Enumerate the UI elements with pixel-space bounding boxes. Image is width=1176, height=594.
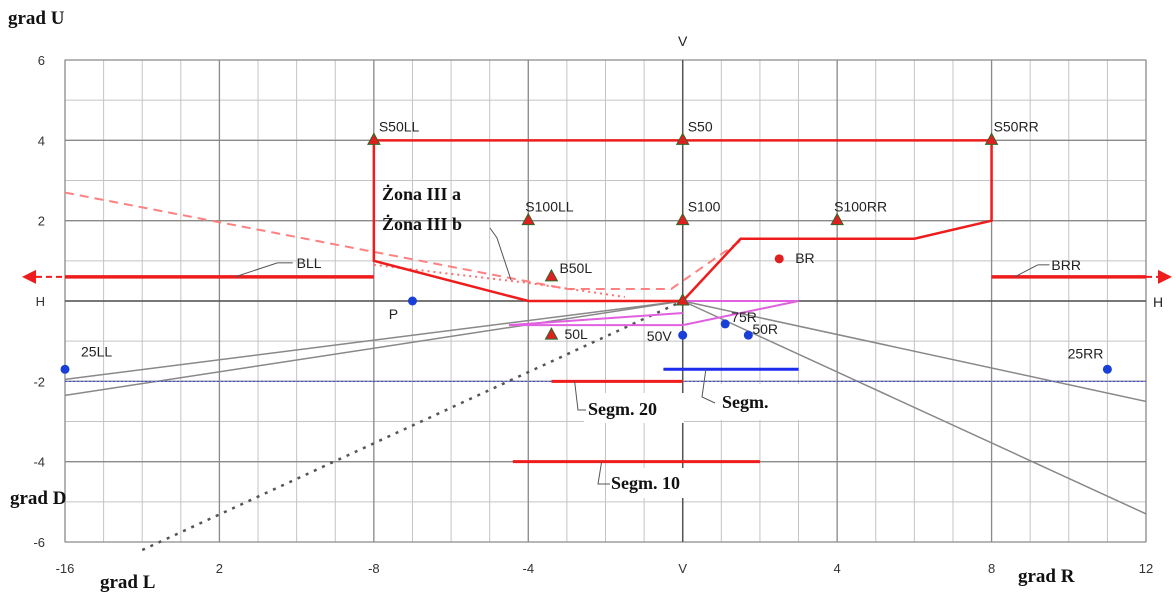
dot-label: 25LL — [81, 343, 112, 359]
x-tick-label: 8 — [988, 561, 995, 576]
triangle-label: B50L — [559, 260, 592, 276]
corner-label-grad-d: grad D — [10, 488, 66, 509]
dot-label: BR — [795, 250, 814, 266]
blue-dot-marker — [720, 319, 730, 329]
corner-label-grad-u: grad U — [8, 8, 65, 29]
blue-dot-marker — [407, 296, 417, 306]
dot-label: 50V — [647, 328, 673, 344]
zone-3b-dashed — [64, 191, 742, 290]
y-tick-label: H — [36, 294, 45, 309]
triangle-marker — [984, 132, 999, 145]
segm-label: Segm. — [722, 392, 769, 412]
corner-label-grad-l: grad L — [100, 572, 155, 593]
brr-label: BRR — [1051, 257, 1081, 273]
blue-dot-marker — [60, 364, 70, 374]
triangle-marker — [830, 212, 844, 226]
triangle-marker — [675, 212, 690, 226]
gray-cutoff-line — [682, 300, 1147, 515]
blue-dot-marker — [678, 330, 688, 340]
x-tick-label: -4 — [523, 561, 535, 576]
right-h-label: H — [1153, 294, 1163, 310]
marks — [60, 132, 1112, 374]
triangle-label: 50L — [564, 326, 588, 342]
dot-label: 50R — [752, 321, 778, 337]
gray-cutoff-line — [682, 300, 1147, 403]
triangle-marker — [367, 132, 381, 145]
x-tick-label: -8 — [368, 561, 380, 576]
gray-cutoff-line — [64, 300, 683, 381]
magenta-line — [508, 312, 683, 327]
magenta-line — [682, 300, 799, 327]
bll-leader — [234, 262, 278, 278]
y-tick-label: -4 — [33, 455, 45, 470]
triangle-marker — [675, 292, 690, 306]
series — [22, 139, 1172, 552]
x-tick-label: 12 — [1139, 561, 1153, 576]
dotted-cutoff-line — [141, 299, 684, 552]
segm20-label-box — [584, 393, 684, 423]
zone-3a-boundary — [372, 139, 993, 303]
red-dot-marker — [774, 254, 784, 264]
corner-mask-right — [1008, 556, 1108, 588]
zone-3b-leader — [489, 227, 512, 281]
triangle-label: S100LL — [525, 199, 573, 215]
triangle-marker — [521, 212, 536, 226]
segm10-label: Segm. 10 — [611, 473, 680, 493]
dot-label: P — [389, 306, 398, 322]
brr-arrow-head — [1158, 269, 1172, 284]
segm-label-box — [712, 384, 834, 420]
zone-3a-label: Żona III a — [382, 184, 461, 204]
blue-dot-marker — [743, 330, 753, 340]
triangle-label: S50RR — [994, 118, 1039, 134]
bll-label: BLL — [297, 255, 322, 271]
x-tick-label: 2 — [216, 561, 223, 576]
triangle-label: S100RR — [834, 199, 887, 215]
triangle-label: S50 — [688, 118, 713, 134]
brr-leader — [1014, 264, 1039, 278]
dot-label: 25RR — [1068, 345, 1104, 361]
blue-dot-marker — [1102, 364, 1112, 374]
dot-label: 75R — [731, 309, 757, 325]
x-tick-label: -16 — [56, 561, 75, 576]
triangle-marker — [544, 327, 559, 340]
gray-cutoff-line — [64, 300, 683, 397]
segm20-leader — [574, 381, 586, 411]
zone-3b-label: Żona III b — [382, 214, 462, 234]
y-tick-label: 6 — [38, 53, 45, 68]
y-tick-label: -6 — [33, 535, 45, 550]
triangle-label: S100 — [688, 199, 721, 215]
segm10-label-box — [606, 468, 706, 498]
corner-label-grad-r: grad R — [1018, 566, 1075, 587]
segm-leader — [701, 369, 716, 404]
y-tick-label: 4 — [38, 133, 45, 148]
triangle-marker — [544, 268, 559, 282]
y-tick-label: -2 — [33, 374, 45, 389]
triangle-label: S50LL — [379, 118, 420, 134]
bll-arrow-head — [22, 269, 36, 284]
x-tick-label: V — [678, 561, 687, 576]
y-tick-label: 2 — [38, 214, 45, 229]
x-tick-label: 4 — [834, 561, 841, 576]
segm10-leader — [597, 461, 610, 485]
corner-mask-left — [0, 485, 64, 525]
triangle-marker — [675, 132, 690, 145]
segm20-label: Segm. 20 — [588, 399, 657, 419]
top-v-label: V — [678, 33, 688, 49]
